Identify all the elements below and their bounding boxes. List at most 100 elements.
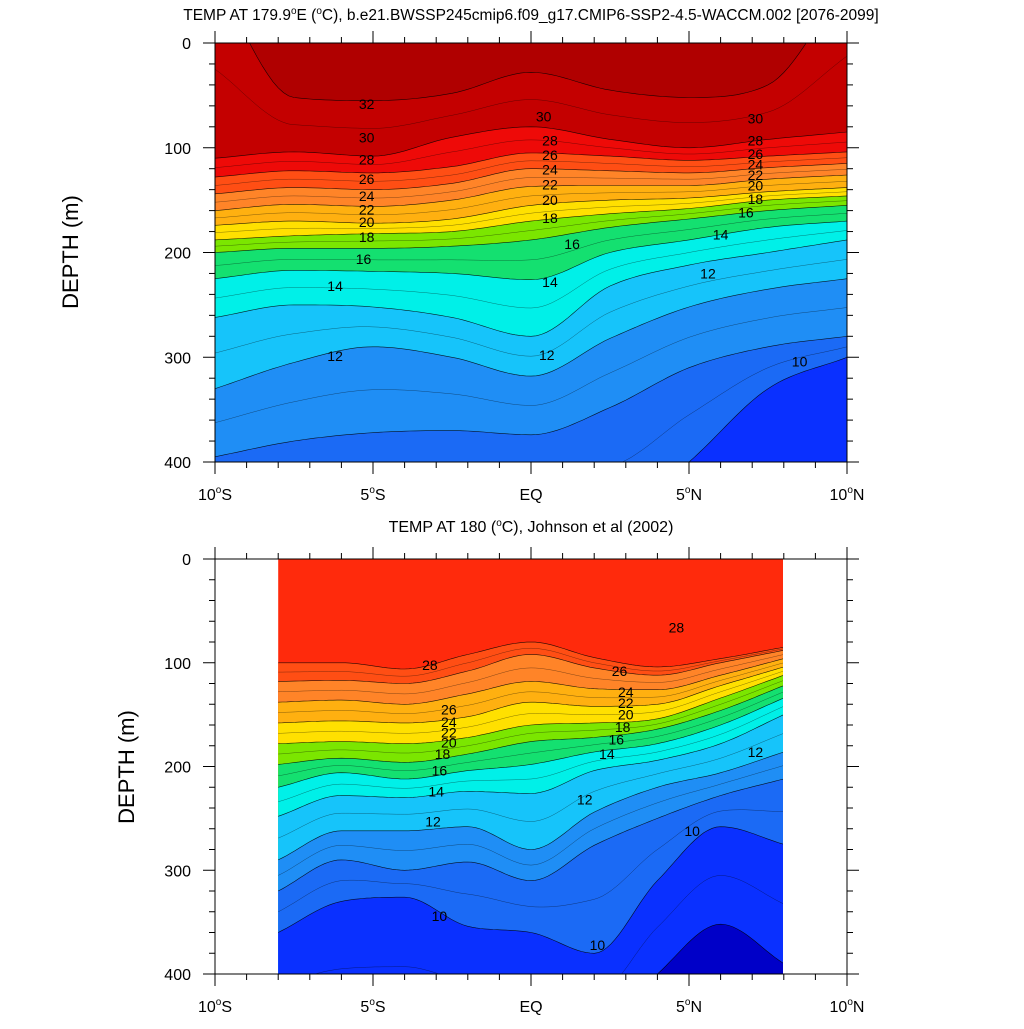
isotherm-24C — [215, 174, 847, 211]
isotherm-half-18C — [215, 213, 847, 266]
contour-label-14: 14 — [599, 746, 615, 762]
x-tick-label: 10oS — [198, 997, 232, 1016]
contour-label-20: 20 — [748, 177, 764, 193]
contour-label-26: 26 — [612, 663, 628, 679]
chart-title: TEMP AT 180 (oC), Johnson et al (2002) — [389, 518, 674, 536]
isotherm-18C — [215, 205, 847, 253]
contour-field — [215, 43, 847, 462]
contour-label-22: 22 — [542, 176, 558, 192]
isotherm-half-11C — [621, 346, 847, 462]
contour-label-14: 14 — [327, 278, 343, 294]
x-tick-label: 5oN — [676, 997, 702, 1016]
isotherm-20C — [278, 675, 783, 745]
x-tick-label: 5oN — [676, 485, 702, 504]
isotherm-16C — [278, 698, 783, 788]
x-tick-label: EQ — [519, 999, 542, 1016]
isotherm-half-12C — [215, 307, 847, 423]
x-tick-label: 5oS — [360, 485, 385, 504]
contour-label-18: 18 — [615, 719, 631, 735]
contour-label-24: 24 — [359, 188, 375, 204]
axes: 0 100 200 300 400 10oS 5oS EQ 5oN 10oN — [164, 547, 864, 1016]
contour-label-10: 10 — [684, 823, 700, 839]
contour-label-16: 16 — [738, 205, 754, 221]
band-below-10C — [689, 357, 847, 462]
contour-label-26: 26 — [542, 147, 558, 163]
chart-title: TEMP AT 179.9oE (oC), b.e21.BWSSP245cmip… — [183, 6, 878, 24]
y-tick-label: 100 — [164, 656, 191, 673]
y-tick-label: 200 — [164, 760, 191, 777]
contour-label-18: 18 — [542, 210, 558, 226]
isotherm-half-30C — [215, 139, 847, 168]
y-tick-label: 300 — [164, 863, 191, 880]
isotherm-half-20C — [278, 680, 783, 755]
x-tick-label: 10oN — [830, 485, 865, 504]
isotherm-half-26C — [278, 654, 783, 695]
isotherm-half-16C — [215, 230, 847, 309]
contour-label-14: 14 — [542, 274, 558, 290]
contour-label-10: 10 — [432, 908, 448, 924]
contour-label-10: 10 — [792, 353, 808, 369]
contour-label-28: 28 — [359, 151, 375, 167]
y-tick-label: 300 — [164, 350, 191, 367]
isotherm-half-32C — [215, 55, 847, 129]
isotherm-22C — [278, 666, 783, 724]
y-axis-label: DEPTH (m) — [114, 710, 139, 824]
contour-label-28: 28 — [542, 132, 558, 148]
y-tick-label: 100 — [164, 141, 191, 158]
isotherm-11C — [215, 336, 847, 458]
isotherm-14C — [215, 239, 847, 337]
contour-label-32: 32 — [359, 96, 375, 112]
contour-field — [278, 559, 783, 974]
contour-label-22: 22 — [618, 695, 634, 711]
contour-label-28: 28 — [422, 657, 438, 673]
contour-label-12: 12 — [748, 744, 764, 760]
x-tick-label: 10oN — [830, 997, 865, 1016]
isotherm-11C — [278, 778, 783, 892]
contour-label-20: 20 — [359, 214, 375, 230]
isotherm-22C — [215, 187, 847, 226]
isotherm-9C — [656, 923, 783, 974]
contour-label-24: 24 — [748, 157, 764, 173]
contour-label-28: 28 — [669, 619, 685, 635]
isotherm-half-11C — [278, 809, 783, 912]
contour-label-12: 12 — [425, 813, 441, 829]
isotherm-half-28C — [278, 647, 783, 677]
isotherm-12C — [278, 751, 783, 861]
isotherm-16C — [215, 220, 847, 280]
contour-label-14: 14 — [428, 783, 444, 799]
contour-label-26: 26 — [359, 171, 375, 187]
isotherm-32C — [249, 43, 807, 101]
x-tick-label: 10oS — [198, 485, 232, 504]
isotherm-24C — [278, 658, 783, 705]
isotherm-30C — [215, 126, 847, 159]
isotherm-26C — [278, 650, 783, 684]
contour-label-12: 12 — [539, 347, 555, 363]
contour-label-16: 16 — [432, 763, 448, 779]
contour-label-24: 24 — [441, 714, 457, 730]
contour-label-26: 26 — [748, 146, 764, 162]
y-axis-label: DEPTH (m) — [58, 195, 83, 309]
contour-label-28: 28 — [748, 132, 764, 148]
contour-label-20: 20 — [618, 707, 634, 723]
contour-label-16: 16 — [356, 251, 372, 267]
contour-label-20: 20 — [542, 192, 558, 208]
panel-model: 3230282624222018161412302826242220181614… — [58, 6, 879, 504]
contour-label-24: 24 — [618, 684, 634, 700]
contour-label-12: 12 — [327, 348, 343, 364]
contour-label-12: 12 — [577, 792, 593, 808]
y-tick-label: 400 — [164, 455, 191, 472]
contour-labels: 2826242220181614121028262422201816141210… — [422, 619, 763, 952]
isotherm-18C — [278, 685, 783, 765]
isotherm-10C — [688, 357, 847, 462]
y-tick-label: 400 — [164, 967, 191, 984]
contour-label-18: 18 — [359, 229, 375, 245]
isotherm-half-14C — [215, 259, 847, 357]
contour-label-16: 16 — [564, 236, 580, 252]
isotherm-half-26C — [215, 169, 847, 203]
isotherm-half-16C — [278, 706, 783, 802]
contour-label-30: 30 — [359, 129, 375, 145]
contour-label-12: 12 — [700, 265, 716, 281]
contour-label-24: 24 — [542, 162, 558, 178]
contour-label-14: 14 — [713, 227, 729, 243]
